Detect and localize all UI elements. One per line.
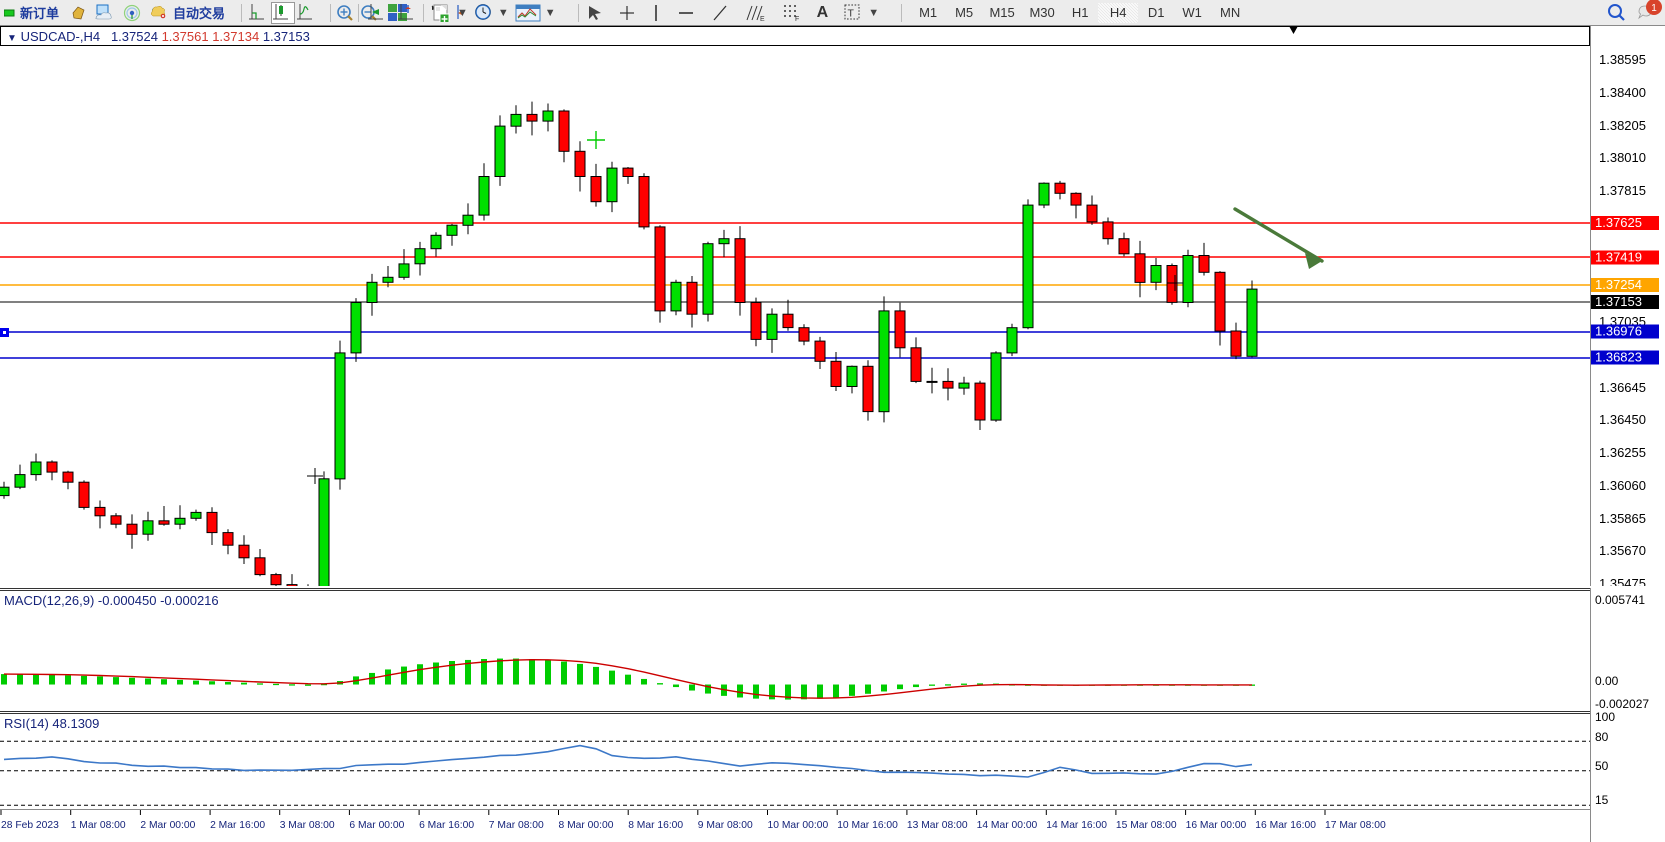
- svg-text:1.35475: 1.35475: [1599, 576, 1646, 586]
- svg-text:1.37419: 1.37419: [1595, 250, 1642, 265]
- svg-text:9 Mar 08:00: 9 Mar 08:00: [698, 820, 753, 831]
- svg-text:1.38400: 1.38400: [1599, 85, 1646, 100]
- svg-text:1.36060: 1.36060: [1599, 478, 1646, 493]
- svg-text:13 Mar 08:00: 13 Mar 08:00: [907, 820, 968, 831]
- svg-text:15: 15: [1595, 793, 1609, 807]
- svg-text:17 Mar 08:00: 17 Mar 08:00: [1325, 820, 1386, 831]
- svg-text:1.37815: 1.37815: [1599, 183, 1646, 198]
- svg-text:2 Mar 00:00: 2 Mar 00:00: [140, 820, 195, 831]
- svg-text:100: 100: [1595, 711, 1615, 724]
- svg-text:1.36255: 1.36255: [1599, 445, 1646, 460]
- svg-text:F: F: [795, 16, 799, 22]
- svg-text:6 Mar 16:00: 6 Mar 16:00: [419, 820, 474, 831]
- svg-text:6 Mar 00:00: 6 Mar 00:00: [349, 820, 404, 831]
- svg-text:16 Mar 16:00: 16 Mar 16:00: [1255, 820, 1316, 831]
- svg-text:0.005741: 0.005741: [1595, 593, 1645, 607]
- svg-text:1.37625: 1.37625: [1595, 215, 1642, 230]
- svg-text:T: T: [848, 7, 855, 19]
- svg-text:0.00: 0.00: [1595, 674, 1619, 688]
- svg-text:15 Mar 08:00: 15 Mar 08:00: [1116, 820, 1177, 831]
- svg-text:8 Mar 00:00: 8 Mar 00:00: [559, 820, 614, 831]
- svg-text:7 Mar 08:00: 7 Mar 08:00: [489, 820, 544, 831]
- svg-text:1.36450: 1.36450: [1599, 412, 1646, 427]
- svg-text:50: 50: [1595, 759, 1609, 773]
- svg-text:1.36823: 1.36823: [1595, 350, 1642, 365]
- svg-text:80: 80: [1595, 730, 1609, 744]
- svg-text:1 Mar 08:00: 1 Mar 08:00: [71, 820, 126, 831]
- svg-text:16 Mar 00:00: 16 Mar 00:00: [1186, 820, 1247, 831]
- svg-text:28 Feb 2023: 28 Feb 2023: [1, 820, 59, 831]
- svg-text:1.36976: 1.36976: [1595, 324, 1642, 339]
- svg-text:-0.002027: -0.002027: [1595, 697, 1649, 711]
- svg-text:E: E: [760, 16, 765, 22]
- svg-text:10 Mar 00:00: 10 Mar 00:00: [768, 820, 829, 831]
- svg-text:8 Mar 16:00: 8 Mar 16:00: [628, 820, 683, 831]
- svg-text:1.37254: 1.37254: [1595, 277, 1642, 292]
- svg-text:1.38205: 1.38205: [1599, 118, 1646, 133]
- svg-text:1.38595: 1.38595: [1599, 52, 1646, 67]
- svg-text:10 Mar 16:00: 10 Mar 16:00: [837, 820, 898, 831]
- svg-text:1: 1: [1651, 3, 1657, 14]
- svg-text:2 Mar 16:00: 2 Mar 16:00: [210, 820, 265, 831]
- svg-text:1.35865: 1.35865: [1599, 511, 1646, 526]
- svg-text:1.37153: 1.37153: [1595, 294, 1642, 309]
- svg-text:3 Mar 08:00: 3 Mar 08:00: [280, 820, 335, 831]
- svg-text:1.36645: 1.36645: [1599, 380, 1646, 395]
- svg-text:14 Mar 16:00: 14 Mar 16:00: [1046, 820, 1107, 831]
- svg-text:1.38010: 1.38010: [1599, 150, 1646, 165]
- svg-text:1.35670: 1.35670: [1599, 543, 1646, 558]
- svg-text:14 Mar 00:00: 14 Mar 00:00: [977, 820, 1038, 831]
